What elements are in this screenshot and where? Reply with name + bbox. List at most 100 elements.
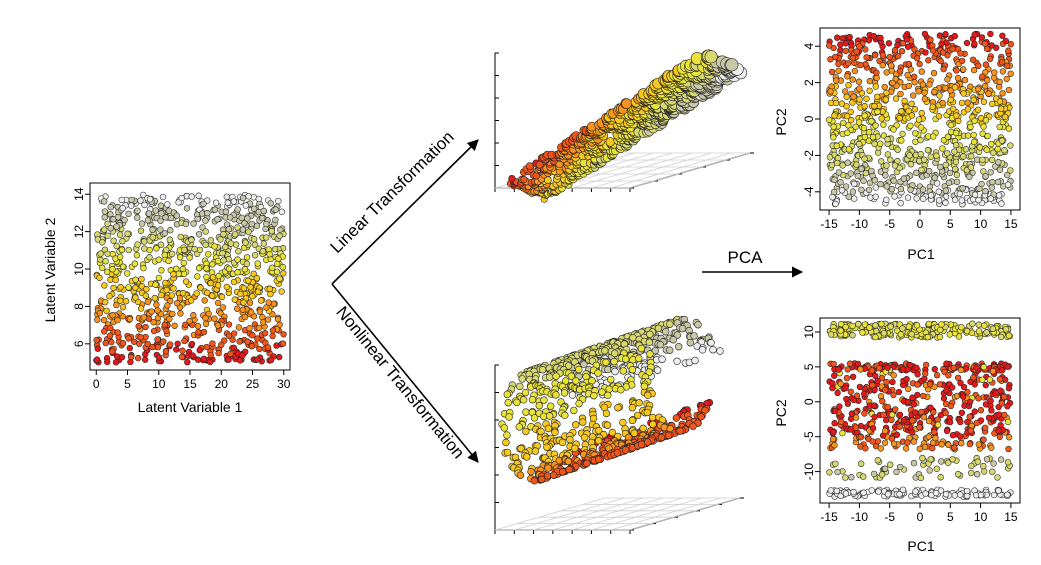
- data-point: [868, 367, 876, 374]
- data-point: [182, 220, 190, 228]
- data-point: [860, 177, 867, 184]
- data-point: [907, 186, 914, 193]
- data-point: [967, 123, 974, 131]
- data-point: [249, 293, 256, 300]
- data-point: [253, 222, 261, 229]
- data-point: [104, 358, 111, 366]
- data-point: [525, 162, 534, 170]
- data-point: [545, 373, 554, 381]
- data-point: [933, 152, 940, 159]
- data-point: [910, 401, 917, 408]
- data-point: [516, 471, 525, 479]
- data-point: [936, 32, 944, 39]
- data-point: [884, 491, 892, 498]
- data-point: [543, 443, 551, 451]
- data-point: [118, 196, 125, 204]
- data-point: [964, 106, 972, 113]
- data-point: [143, 285, 150, 293]
- data-point: [272, 216, 279, 224]
- data-point: [898, 137, 905, 144]
- data-point: [603, 421, 612, 429]
- data-point: [946, 418, 954, 426]
- data-point: [154, 343, 162, 351]
- data-point: [196, 246, 204, 254]
- data-point: [971, 31, 978, 38]
- data-point: [643, 391, 652, 399]
- data-point: [278, 208, 286, 215]
- data-point: [846, 33, 853, 41]
- data-point: [575, 365, 583, 374]
- data-point: [146, 195, 154, 203]
- data-point: [961, 76, 969, 84]
- y-tick-label: 4: [802, 43, 816, 50]
- data-point: [1002, 37, 1010, 45]
- data-point: [522, 408, 530, 416]
- data-point: [100, 316, 108, 324]
- data-point: [942, 409, 949, 417]
- data-point: [995, 192, 1003, 199]
- data-point: [589, 414, 598, 423]
- data-point: [963, 39, 971, 47]
- data-point: [985, 414, 993, 421]
- data-point: [911, 73, 918, 80]
- pca-nonlinear-xlabel: PC1: [907, 538, 934, 554]
- data-point: [219, 250, 226, 257]
- linear-transformation-label: Linear Transformation: [327, 127, 458, 257]
- data-point: [520, 176, 528, 184]
- data-point: [133, 252, 141, 259]
- data-point: [215, 272, 222, 280]
- data-point: [114, 214, 122, 221]
- data-point: [664, 431, 673, 440]
- y-tick-label: 0: [802, 115, 816, 122]
- data-point: [617, 386, 625, 394]
- data-point: [503, 448, 512, 457]
- data-point: [896, 67, 904, 75]
- data-point: [882, 172, 889, 179]
- data-point: [926, 81, 933, 88]
- data-point: [211, 206, 219, 213]
- data-point: [132, 284, 139, 291]
- y-axis: -4 -2 0 2 4: [802, 43, 820, 197]
- data-point: [994, 178, 1002, 186]
- data-point: [839, 35, 846, 42]
- x-tick-label: -10: [851, 510, 869, 524]
- data-point: [998, 137, 1006, 144]
- data-point: [842, 88, 849, 95]
- data-point: [99, 239, 106, 246]
- data-point: [949, 384, 956, 391]
- data-point: [927, 456, 934, 463]
- data-point: [975, 62, 982, 69]
- x-tick-label: 30: [277, 377, 291, 391]
- data-point: [209, 340, 216, 347]
- data-point: [142, 292, 149, 299]
- data-point: [155, 354, 163, 361]
- data-point: [259, 319, 267, 326]
- x-tick-label: -15: [820, 217, 838, 231]
- data-point: [205, 310, 212, 318]
- data-point: [158, 210, 165, 217]
- data-point: [200, 355, 208, 362]
- data-point: [930, 133, 937, 140]
- pca-linear-plot: -15 -10 -5 0 5 10 15 -4 -2 0 2 4: [802, 27, 1021, 231]
- data-point: [112, 359, 120, 366]
- data-point: [188, 297, 195, 304]
- data-point: [165, 207, 173, 214]
- data-point: [989, 179, 996, 186]
- data-point: [882, 386, 889, 394]
- data-point: [196, 347, 203, 354]
- data-point: [850, 93, 857, 100]
- data-point: [930, 409, 937, 416]
- data-point: [904, 43, 912, 50]
- data-point: [195, 265, 203, 272]
- data-point: [648, 413, 657, 422]
- data-point: [842, 384, 849, 392]
- data-point: [954, 471, 962, 478]
- data-point: [931, 174, 938, 181]
- data-point: [630, 429, 638, 437]
- data-point: [137, 334, 144, 341]
- data-point: [141, 245, 148, 252]
- data-point: [178, 353, 186, 361]
- data-point: [871, 177, 878, 184]
- data-point: [1001, 411, 1008, 419]
- x-axis: -15 -10 -5 0 5 10 15: [820, 210, 1018, 231]
